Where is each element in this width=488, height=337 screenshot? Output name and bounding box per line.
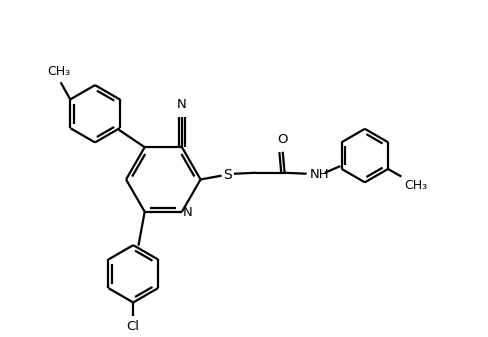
Text: Cl: Cl [126,319,140,333]
Text: NH: NH [309,168,328,181]
Text: N: N [177,98,186,111]
Text: N: N [182,206,192,219]
Text: CH₃: CH₃ [47,65,70,79]
Text: O: O [277,133,287,146]
Text: S: S [223,168,231,182]
Text: CH₃: CH₃ [404,180,427,192]
